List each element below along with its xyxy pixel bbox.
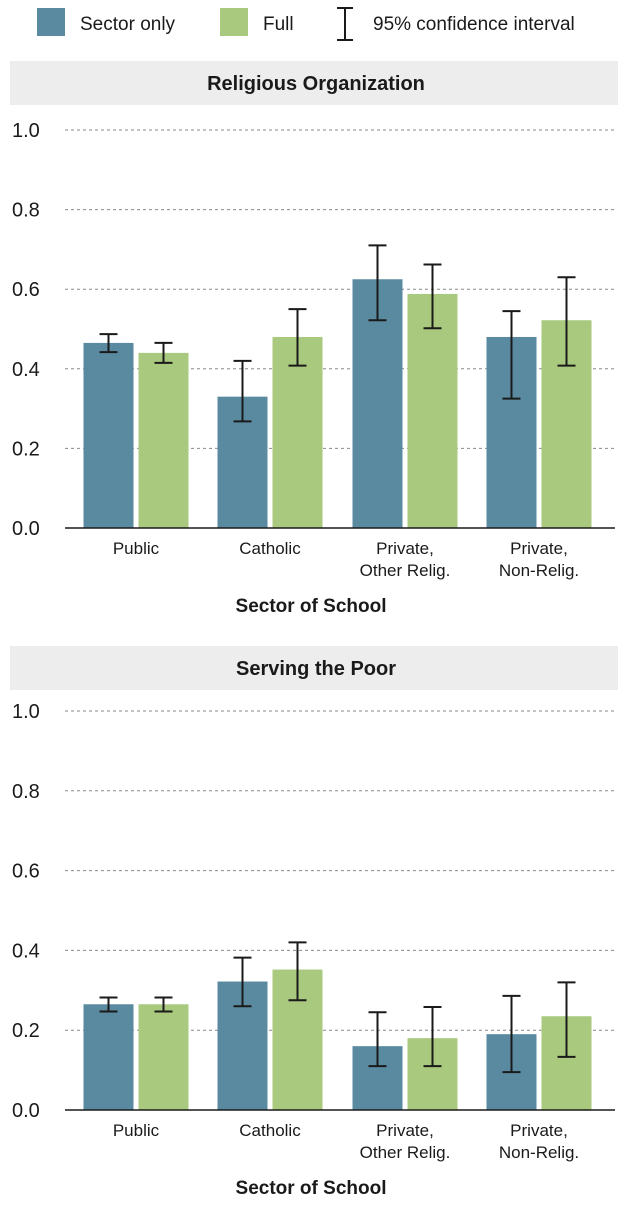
legend-ci-icon xyxy=(337,7,353,41)
y-tick-label: 0.0 xyxy=(12,518,40,540)
panel-title: Serving the Poor xyxy=(236,658,396,680)
y-tick-label: 0.8 xyxy=(12,781,40,803)
error-bar xyxy=(288,308,307,367)
error-bar xyxy=(423,1006,442,1068)
bar xyxy=(83,1004,134,1110)
chart-panel-0: Religious Organization 0.0 0.2 0.4 0.6 0.8 1.0… xyxy=(10,61,618,617)
error-bar xyxy=(368,1011,387,1068)
y-tick-label: 0.8 xyxy=(12,200,40,222)
legend-label-full: Full xyxy=(263,14,294,35)
y-tick-label: 0.4 xyxy=(12,940,40,962)
error-bar xyxy=(154,341,173,364)
x-axis-title: Sector of School xyxy=(236,1178,387,1199)
x-axis-title: Sector of School xyxy=(236,596,387,617)
panel-title-band xyxy=(10,61,618,105)
error-bar xyxy=(423,263,442,330)
y-tick-label: 1.0 xyxy=(12,701,40,723)
x-tick-label: Public xyxy=(113,539,160,558)
y-tick-label: 0.6 xyxy=(12,279,40,301)
x-tick-label: Non-Relig. xyxy=(499,561,579,580)
x-tick-label: Catholic xyxy=(239,1121,301,1140)
y-tick-label: 0.6 xyxy=(12,861,40,883)
y-tick-label: 0.4 xyxy=(12,359,40,381)
y-tick-label: 0.2 xyxy=(12,438,40,460)
error-bar xyxy=(288,941,307,1002)
legend: Sector only Full 95% confidence interval xyxy=(37,7,575,41)
error-bar xyxy=(502,310,521,400)
x-tick-label: Other Relig. xyxy=(360,1143,451,1162)
bar xyxy=(407,293,458,528)
y-tick-label: 1.0 xyxy=(12,120,40,142)
x-tick-label: Catholic xyxy=(239,539,301,558)
panel-title-band xyxy=(10,646,618,690)
x-tick-label: Non-Relig. xyxy=(499,1143,579,1162)
error-bar xyxy=(557,276,576,367)
legend-label-ci: 95% confidence interval xyxy=(373,14,575,35)
bar xyxy=(83,342,134,528)
error-bar xyxy=(557,981,576,1058)
x-tick-label: Private, xyxy=(510,539,568,558)
error-bar xyxy=(233,359,252,423)
x-tick-label: Private, xyxy=(376,1121,434,1140)
error-bar xyxy=(154,996,173,1013)
error-bar xyxy=(99,333,118,354)
x-tick-label: Private, xyxy=(376,539,434,558)
y-tick-label: 0.2 xyxy=(12,1020,40,1042)
bar xyxy=(138,352,189,528)
error-bar xyxy=(233,956,252,1008)
error-bar xyxy=(99,996,118,1013)
legend-swatch-full xyxy=(220,8,248,36)
error-bar xyxy=(368,244,387,322)
panel-title: Religious Organization xyxy=(207,73,425,95)
y-tick-label: 0.0 xyxy=(12,1100,40,1122)
error-bar xyxy=(502,994,521,1074)
chart-panel-1: Serving the Poor 0.0 0.2 0.4 0.6 0.8 1.0 Public… xyxy=(10,646,618,1199)
x-tick-label: Public xyxy=(113,1121,160,1140)
bar xyxy=(138,1004,189,1110)
x-tick-label: Private, xyxy=(510,1121,568,1140)
bar xyxy=(272,336,323,528)
legend-label-sector-only: Sector only xyxy=(80,14,176,35)
x-tick-label: Other Relig. xyxy=(360,561,451,580)
legend-swatch-sector-only xyxy=(37,8,65,36)
